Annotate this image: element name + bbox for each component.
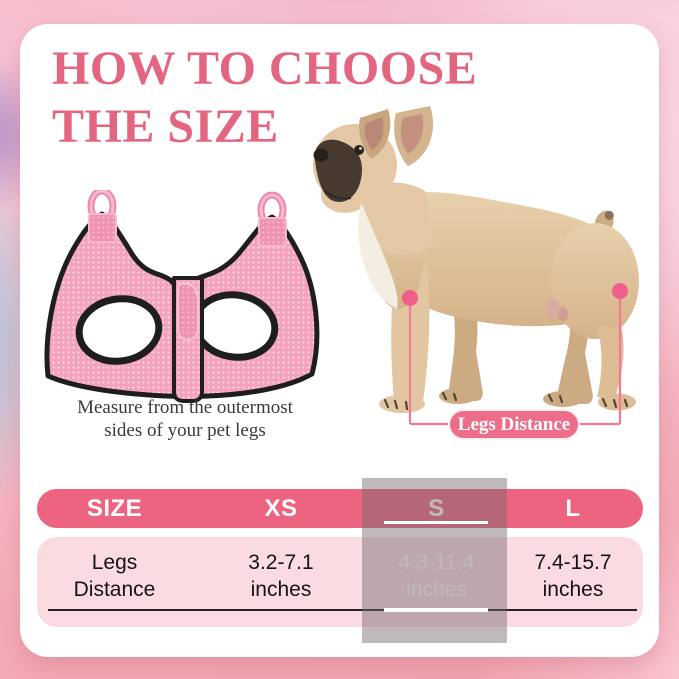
center-strap: [172, 276, 204, 403]
dog-photo: [313, 106, 639, 413]
paw-toes: [383, 391, 629, 411]
legs-distance-badge-label: Legs Distance: [457, 413, 571, 435]
chest-patch: [358, 203, 398, 309]
size-table-cell-xs: 3.2-7.1 inches: [248, 551, 314, 601]
size-table-header-xs: XS: [264, 494, 298, 522]
size-table-cell-label: Legs Distance: [73, 551, 156, 601]
left-leg-hole: [75, 295, 163, 365]
legs-distance-badge: Legs Distance: [448, 409, 580, 440]
eye: [354, 145, 364, 155]
legs-distance-bracket: [402, 283, 628, 426]
near-ear-icon: [359, 109, 391, 159]
table-row-underline: [48, 609, 637, 611]
size-table-header-l: L: [565, 494, 581, 522]
page-title: HOW TO CHOOSE THE SIZE: [52, 40, 477, 156]
header-s-underline: [384, 521, 488, 524]
size-table-header: SIZE XS S L: [37, 489, 643, 528]
harness-illustration: [44, 190, 320, 403]
measure-caption-line-2: sides of your pet legs: [104, 420, 266, 441]
right-loop-patch: [258, 217, 287, 247]
size-table-row: Legs Distance 3.2-7.1 inches 4.3-11.4 in…: [37, 537, 643, 627]
nose: [313, 148, 329, 162]
measure-caption-line-1: Measure from the outermost: [77, 397, 293, 418]
highlighted-column-overlay: [362, 478, 507, 643]
rear-leg-marker-dot-icon: [612, 283, 628, 299]
measure-caption: Measure from the outermost sides of your…: [30, 396, 340, 442]
left-loop-patch: [88, 213, 117, 243]
page-title-line-2: THE SIZE: [52, 100, 279, 153]
front-leg-marker-dot-icon: [402, 290, 418, 306]
body-s-underline: [384, 608, 488, 612]
rear-thigh: [551, 223, 639, 339]
size-table-cell-s: 4.3-11.4 inches: [398, 551, 475, 601]
size-table-cell-l: 7.4-15.7 inches: [534, 551, 612, 601]
size-table-header-size: SIZE: [86, 494, 143, 522]
page-title-line-1: HOW TO CHOOSE: [52, 42, 478, 95]
size-table-header-s: S: [428, 494, 445, 522]
far-ear-icon: [394, 106, 434, 166]
